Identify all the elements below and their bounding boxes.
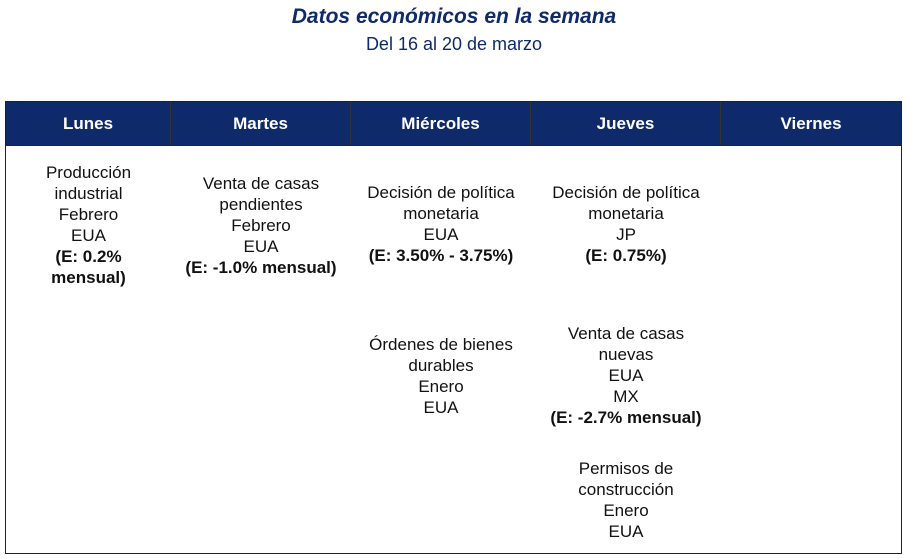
- event-line: EUA: [423, 398, 459, 417]
- event: Decisión de política monetaria EUA (E: 3.50…: [354, 182, 529, 266]
- event-line: Venta de casas: [567, 324, 685, 343]
- event-line: construcción: [578, 480, 674, 499]
- event-line: Febrero: [58, 205, 119, 224]
- header-rule: [6, 145, 901, 146]
- event-line: Órdenes de bienes: [369, 335, 513, 354]
- event-estimate: (E: 0.75%): [585, 246, 667, 265]
- title: Datos económicos en la semana: [291, 5, 617, 28]
- event-line: durables: [408, 356, 474, 375]
- event-line: monetaria: [588, 204, 664, 223]
- event-line: EUA: [71, 226, 106, 245]
- event-estimate: (E: -2.7% mensual): [550, 408, 702, 427]
- column-header: Martes: [171, 102, 351, 145]
- column-header: Jueves: [531, 102, 721, 145]
- event-line: Decisión de política: [552, 183, 700, 202]
- column-header: Viernes: [721, 102, 901, 145]
- column-header: Lunes: [6, 102, 171, 145]
- event-line: Febrero: [231, 216, 291, 235]
- subtitle: Del 16 al 20 de marzo: [365, 34, 543, 54]
- event: Órdenes de bienes durables Enero EUA: [354, 334, 529, 418]
- event-estimate: (E: 3.50% - 3.75%): [368, 246, 514, 265]
- event-line: Permisos de: [578, 459, 674, 478]
- event: Decisión de política monetaria JP (E: 0.75%…: [534, 182, 719, 266]
- event: Venta de casas pendientes Febrero EUA (E: -1…: [174, 173, 349, 278]
- event-line: Enero: [603, 501, 649, 520]
- event-line: Venta de casas: [202, 174, 320, 193]
- event-line: EUA: [243, 237, 279, 256]
- event-estimate: (E: -1.0% mensual): [185, 258, 337, 277]
- event-line: MX: [613, 387, 639, 406]
- event-line: JP: [616, 225, 636, 244]
- event-line: EUA: [608, 366, 644, 385]
- event: Producción industrial Febrero EUA (E: 0.2% m…: [29, 162, 149, 288]
- calendar-table: Lunes Producción industrial Febrero EUA (E: 0…: [5, 101, 902, 554]
- event-line: Producción: [45, 163, 132, 182]
- event-line: EUA: [608, 522, 644, 541]
- event-estimate: (E: 0.2% mensual): [51, 247, 126, 287]
- event-line: industrial: [54, 184, 123, 203]
- event-line: pendientes: [219, 195, 303, 214]
- column-header: Miércoles: [351, 102, 531, 145]
- event-line: Enero: [418, 377, 464, 396]
- event-line: EUA: [423, 225, 459, 244]
- event-line: Decisión de política: [367, 183, 515, 202]
- event: Permisos de construcción Enero EUA: [534, 458, 719, 542]
- event: Venta de casas nuevas EUA MX (E: -2.7% mensu…: [534, 323, 719, 428]
- event-line: nuevas: [598, 345, 654, 364]
- event-line: monetaria: [403, 204, 479, 223]
